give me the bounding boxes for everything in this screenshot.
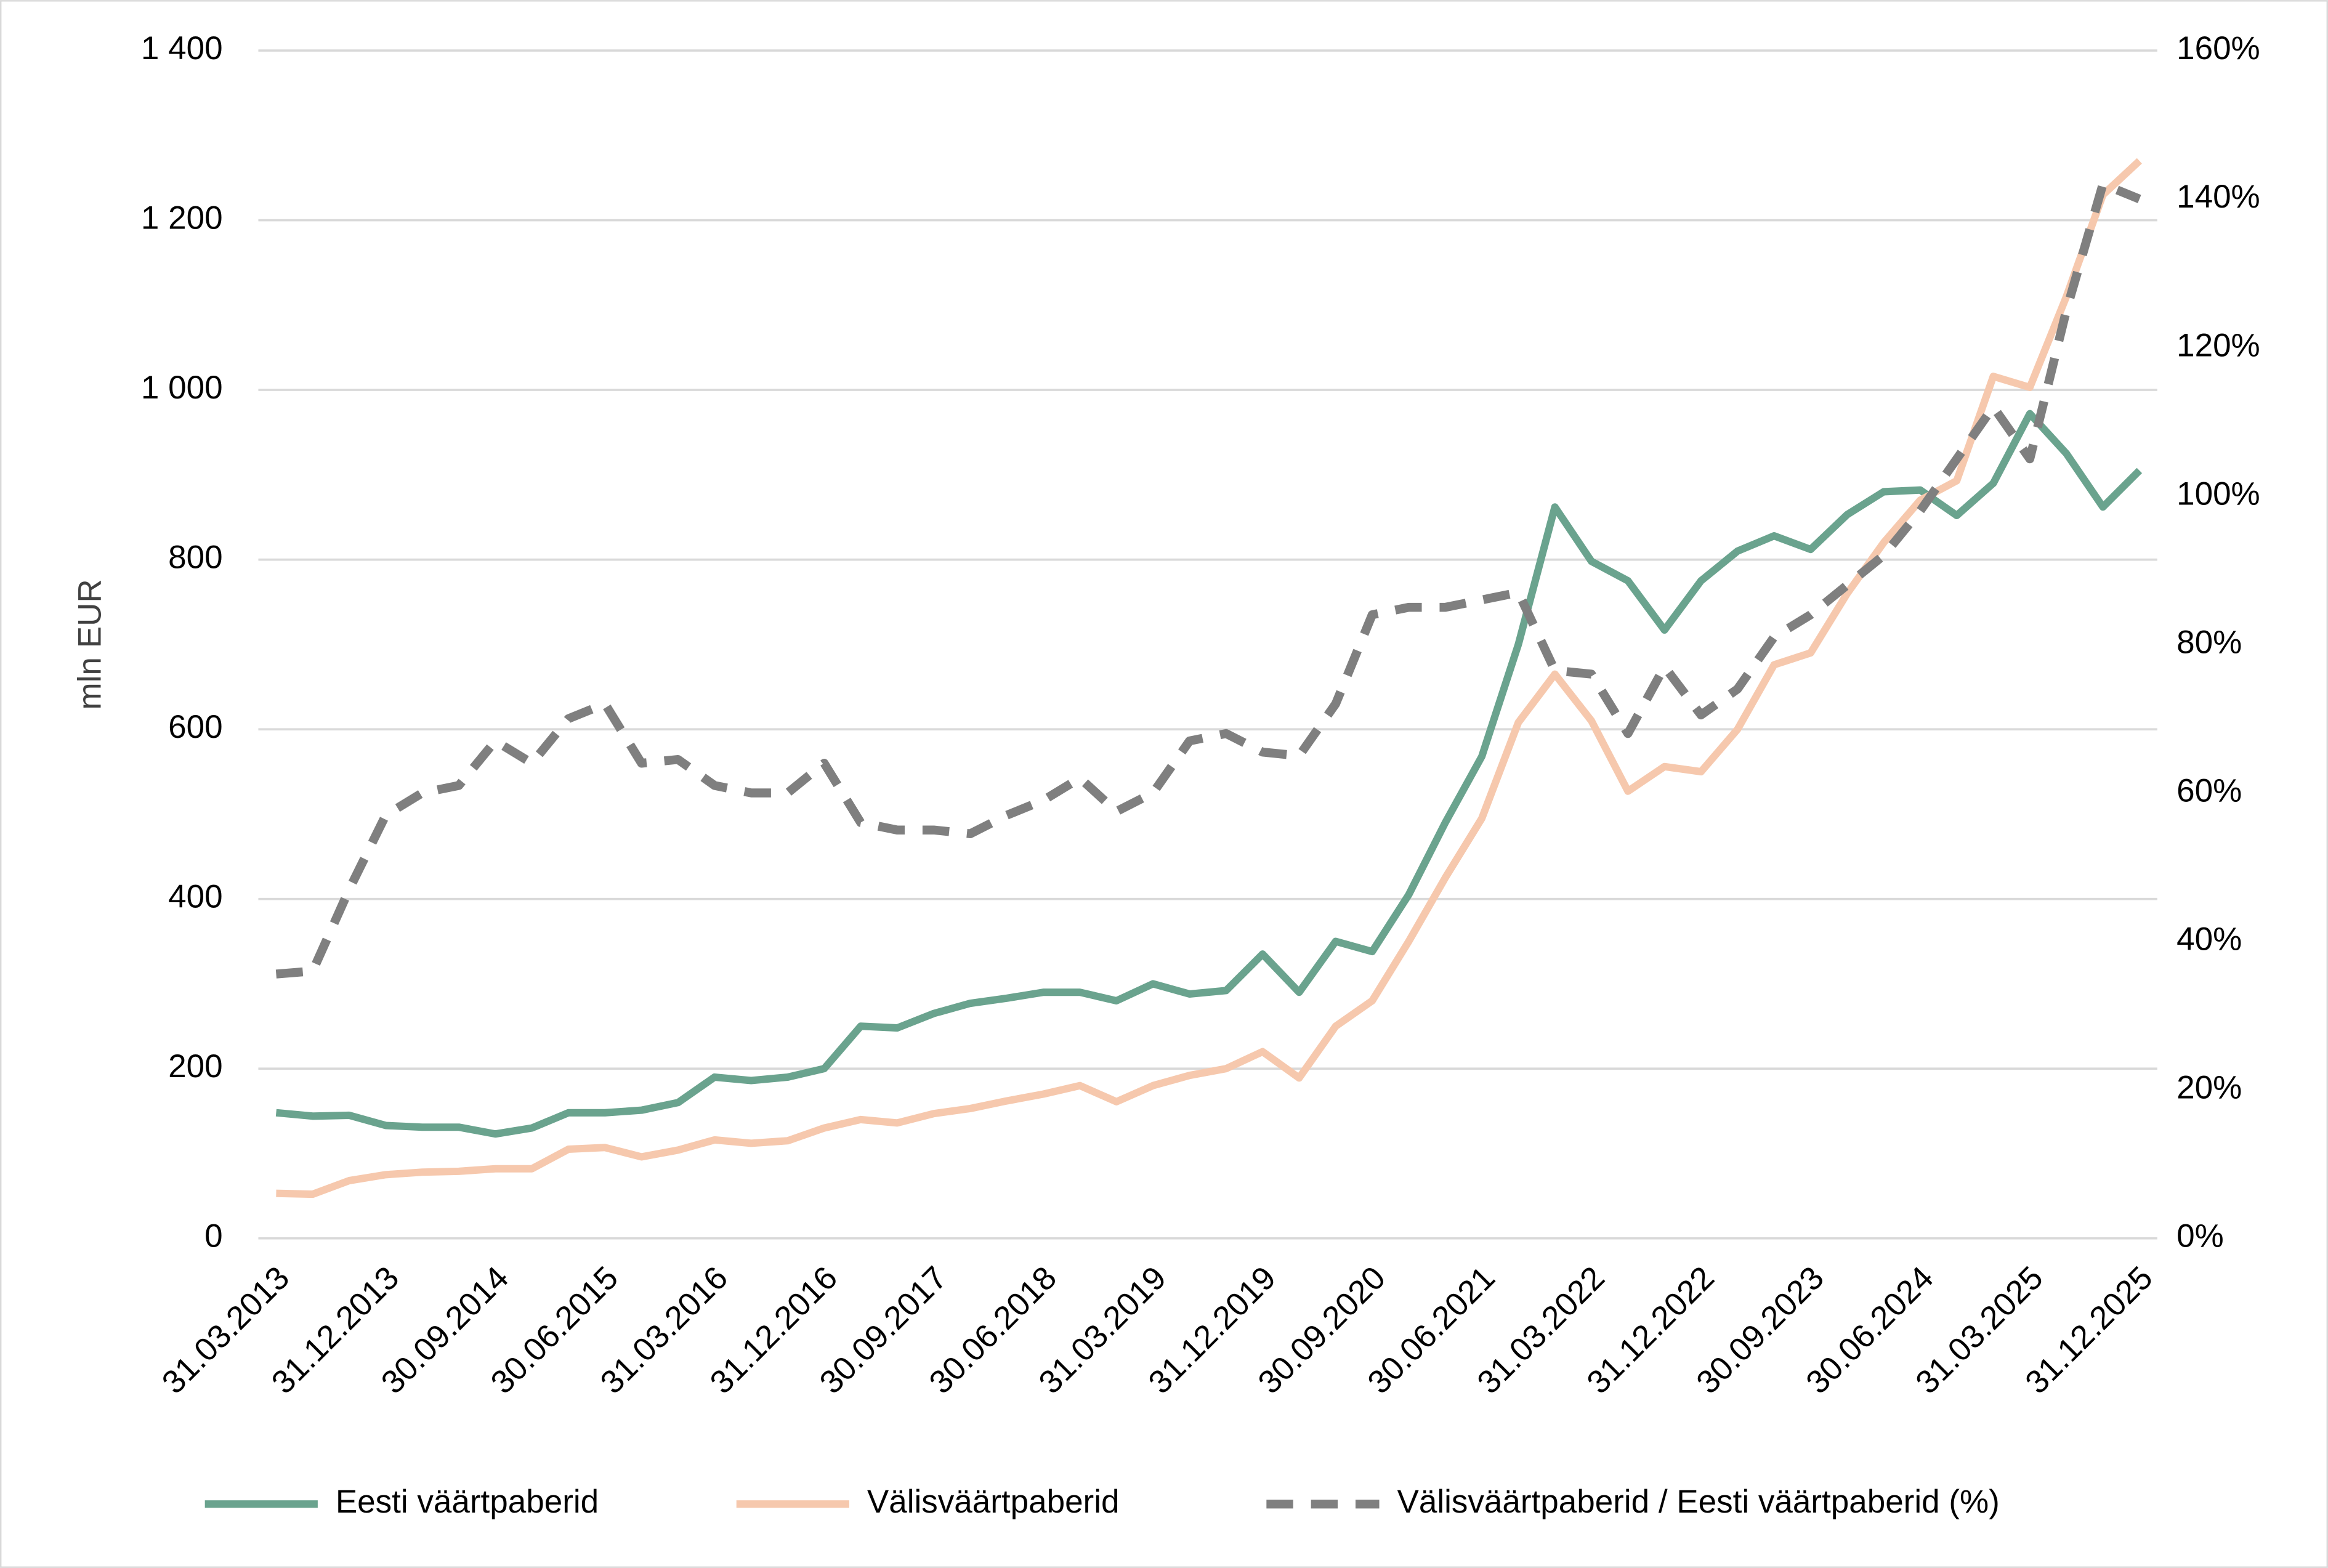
y-tick-label: 0 [204, 1218, 223, 1255]
legend-label: Välisväärtpaberid [867, 1484, 1120, 1520]
y-tick-label: 800 [168, 540, 222, 576]
legend-label: Eesti väärtpaberid [336, 1484, 599, 1520]
y-tick-label: 1 000 [141, 370, 223, 406]
y2-tick-label: 80% [2176, 624, 2242, 660]
series-line [276, 158, 2142, 1198]
y-tick-label: 600 [168, 709, 222, 745]
y2-tick-label: 0% [2176, 1218, 2224, 1255]
y2-tick-label: 100% [2176, 475, 2260, 512]
y2-tick-label: 40% [2176, 921, 2242, 958]
y2-tick-label: 60% [2176, 772, 2242, 809]
y2-tick-label: 120% [2176, 327, 2260, 363]
y2-tick-label: 140% [2176, 179, 2260, 215]
y2-tick-label: 20% [2176, 1070, 2242, 1106]
series-line [275, 179, 2141, 979]
y-tick-label: 200 [168, 1048, 222, 1085]
y-axis-label: mln EUR [71, 579, 108, 709]
series-line [275, 410, 2143, 1138]
legend-label: Välisväärtpaberid / Eesti väärtpaberid (… [1397, 1484, 1999, 1520]
y2-tick-label: 160% [2176, 30, 2260, 67]
y-tick-label: 400 [168, 879, 222, 915]
y-tick-label: 1 200 [141, 200, 223, 236]
y-tick-label: 1 400 [141, 30, 223, 67]
